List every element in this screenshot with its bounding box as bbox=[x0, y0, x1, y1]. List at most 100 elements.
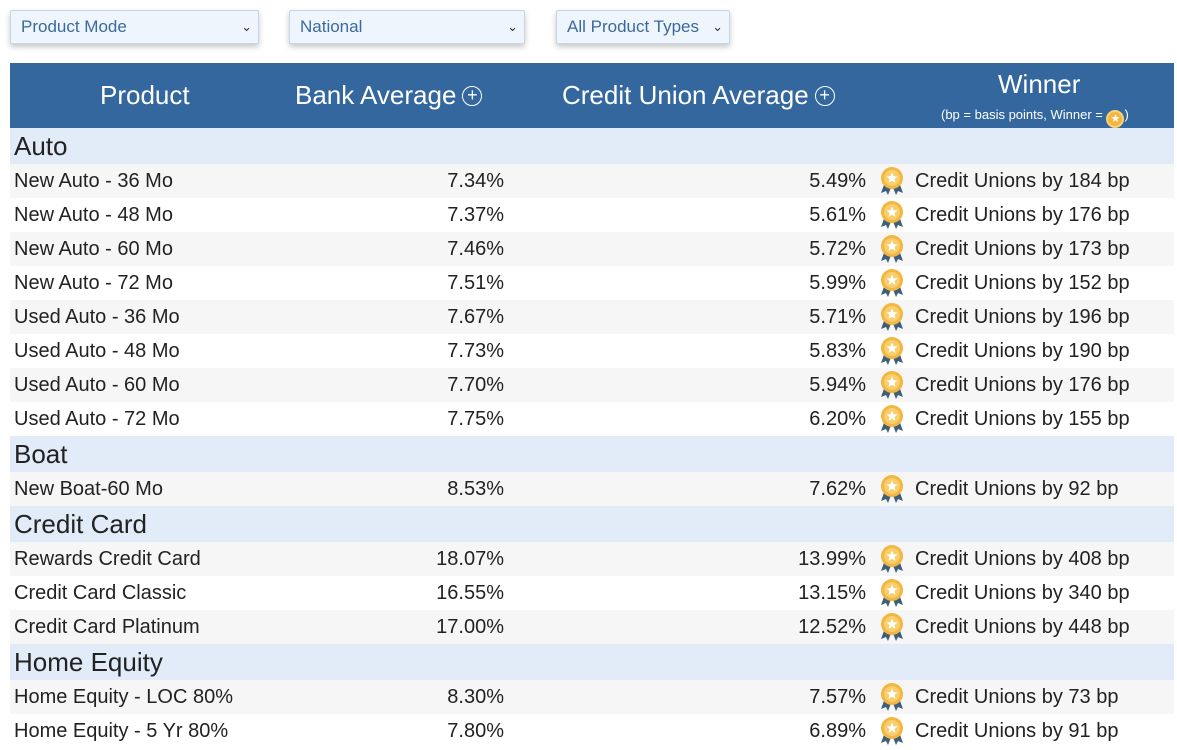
credit-union-average-rate: 7.62% bbox=[809, 478, 866, 500]
bank-average-rate: 7.46% bbox=[447, 238, 504, 260]
region-select[interactable]: National ⌄ bbox=[289, 10, 525, 44]
winner-medal-icon bbox=[879, 404, 905, 434]
credit-union-average-rate: 6.89% bbox=[809, 720, 866, 742]
group-header: Home Equity bbox=[10, 644, 1174, 680]
winner-text: Credit Unions by 73 bp bbox=[915, 686, 1119, 708]
credit-union-average-rate: 5.71% bbox=[809, 306, 866, 328]
bank-average-rate: 7.67% bbox=[447, 306, 504, 328]
product-types-select[interactable]: All Product Types ⌄ bbox=[556, 10, 730, 44]
winner-medal-icon bbox=[879, 716, 905, 746]
table-row: Used Auto - 72 Mo 7.75% 6.20% Credit Unions… bbox=[10, 402, 1174, 436]
winner-medal-icon bbox=[879, 200, 905, 230]
winner-text: Credit Unions by 408 bp bbox=[915, 548, 1130, 570]
credit-union-average-rate: 5.83% bbox=[809, 340, 866, 362]
product-name: Home Equity - 5 Yr 80% bbox=[14, 720, 229, 742]
winner-note-suffix: ) bbox=[1124, 107, 1129, 122]
bank-average-rate: 7.80% bbox=[447, 720, 504, 742]
winner-text: Credit Unions by 152 bp bbox=[915, 272, 1130, 294]
group-header: Credit Card bbox=[10, 506, 1174, 542]
product-name: New Auto - 60 Mo bbox=[14, 238, 173, 260]
product-name: New Auto - 48 Mo bbox=[14, 204, 173, 226]
table-row: Home Equity - 5 Yr 80% 7.80% 6.89% Credit U… bbox=[10, 714, 1174, 748]
credit-union-average-rate: 13.15% bbox=[798, 582, 866, 604]
winner-medal-icon bbox=[879, 302, 905, 332]
table-row: Credit Card Classic 16.55% 13.15% Credit Un… bbox=[10, 576, 1174, 610]
credit-union-average-rate: 12.52% bbox=[798, 616, 866, 638]
winner-text: Credit Unions by 190 bp bbox=[915, 340, 1130, 362]
product-name: Used Auto - 48 Mo bbox=[14, 340, 180, 362]
expand-plus-icon[interactable]: + bbox=[814, 86, 835, 106]
winner-text: Credit Unions by 155 bp bbox=[915, 408, 1130, 430]
table-row: Home Equity - LOC 80% 8.30% 7.57% Credit Un… bbox=[10, 680, 1174, 714]
chevron-down-icon: ⌄ bbox=[507, 19, 518, 34]
column-header-bank-average[interactable]: Bank Average + bbox=[295, 80, 483, 111]
bank-average-rate: 18.07% bbox=[436, 548, 504, 570]
chevron-down-icon: ⌄ bbox=[712, 19, 723, 34]
bank-average-rate: 7.75% bbox=[447, 408, 504, 430]
product-name: Home Equity - LOC 80% bbox=[14, 686, 233, 708]
group-header: Auto bbox=[10, 128, 1174, 164]
winner-text: Credit Unions by 173 bp bbox=[915, 238, 1130, 260]
winner-note-prefix: (bp = basis points, Winner = bbox=[941, 107, 1107, 122]
winner-medal-icon bbox=[879, 474, 905, 504]
winner-text: Credit Unions by 176 bp bbox=[915, 374, 1130, 396]
bank-average-rate: 16.55% bbox=[436, 582, 504, 604]
table-header: Product Bank Average + Credit Union Avera… bbox=[10, 63, 1174, 128]
product-name: New Auto - 72 Mo bbox=[14, 272, 173, 294]
table-row: Used Auto - 36 Mo 7.67% 5.71% Credit Unions… bbox=[10, 300, 1174, 334]
bank-average-rate: 7.51% bbox=[447, 272, 504, 294]
table-row: Rewards Credit Card 18.07% 13.99% Credit Un… bbox=[10, 542, 1174, 576]
bank-average-rate: 7.73% bbox=[447, 340, 504, 362]
credit-union-average-rate: 7.57% bbox=[809, 686, 866, 708]
table-row: New Boat-60 Mo 8.53% 7.62% Credit Unions by… bbox=[10, 472, 1174, 506]
expand-plus-icon[interactable]: + bbox=[462, 86, 483, 106]
product-name: Used Auto - 60 Mo bbox=[14, 374, 180, 396]
winner-text: Credit Unions by 176 bp bbox=[915, 204, 1130, 226]
winner-text: Credit Unions by 196 bp bbox=[915, 306, 1130, 328]
credit-union-average-rate: 5.61% bbox=[809, 204, 866, 226]
table-row: Used Auto - 60 Mo 7.70% 5.94% Credit Unions… bbox=[10, 368, 1174, 402]
filter-bar: Product Mode ⌄ National ⌄ All Product Ty… bbox=[10, 10, 770, 44]
table-body: Auto New Auto - 36 Mo 7.34% 5.49% Credit Uni… bbox=[10, 128, 1174, 748]
bank-average-label: Bank Average bbox=[295, 80, 457, 110]
product-name: New Auto - 36 Mo bbox=[14, 170, 173, 192]
credit-union-average-rate: 5.94% bbox=[809, 374, 866, 396]
product-mode-value: Product Mode bbox=[21, 17, 127, 36]
product-name: Credit Card Classic bbox=[14, 582, 187, 604]
star-medal-icon: ★ bbox=[1106, 110, 1125, 128]
winner-medal-icon bbox=[879, 166, 905, 196]
chevron-down-icon: ⌄ bbox=[241, 19, 252, 34]
product-types-value: All Product Types bbox=[567, 17, 699, 36]
winner-medal-icon bbox=[879, 544, 905, 574]
table-row: New Auto - 72 Mo 7.51% 5.99% Credit Unions … bbox=[10, 266, 1174, 300]
winner-medal-icon bbox=[879, 336, 905, 366]
product-mode-select[interactable]: Product Mode ⌄ bbox=[10, 10, 259, 44]
winner-medal-icon bbox=[879, 370, 905, 400]
credit-union-average-rate: 5.72% bbox=[809, 238, 866, 260]
winner-medal-icon bbox=[879, 612, 905, 642]
rates-comparison-table: Product Bank Average + Credit Union Avera… bbox=[10, 63, 1174, 748]
region-value: National bbox=[300, 17, 363, 36]
winner-text: Credit Unions by 91 bp bbox=[915, 720, 1119, 742]
bank-average-rate: 7.70% bbox=[447, 374, 504, 396]
credit-union-average-rate: 13.99% bbox=[798, 548, 866, 570]
winner-text: Credit Unions by 448 bp bbox=[915, 616, 1130, 638]
winner-text: Credit Unions by 340 bp bbox=[915, 582, 1130, 604]
winner-medal-icon bbox=[879, 578, 905, 608]
column-header-winner: Winner bbox=[998, 69, 1081, 99]
winner-medal-icon bbox=[879, 234, 905, 264]
group-header: Boat bbox=[10, 436, 1174, 472]
table-row: New Auto - 36 Mo 7.34% 5.49% Credit Unions … bbox=[10, 164, 1174, 198]
product-name: Used Auto - 36 Mo bbox=[14, 306, 180, 328]
winner-text: Credit Unions by 92 bp bbox=[915, 478, 1119, 500]
column-header-credit-union-average[interactable]: Credit Union Average + bbox=[562, 80, 835, 111]
credit-union-average-label: Credit Union Average bbox=[562, 80, 809, 110]
credit-union-average-rate: 5.49% bbox=[809, 170, 866, 192]
product-name: Used Auto - 72 Mo bbox=[14, 408, 180, 430]
table-row: New Auto - 60 Mo 7.46% 5.72% Credit Unions … bbox=[10, 232, 1174, 266]
product-name: Rewards Credit Card bbox=[14, 548, 201, 570]
credit-union-average-rate: 6.20% bbox=[809, 408, 866, 430]
winner-medal-icon bbox=[879, 268, 905, 298]
bank-average-rate: 7.37% bbox=[447, 204, 504, 226]
column-header-product[interactable]: Product bbox=[100, 80, 190, 110]
